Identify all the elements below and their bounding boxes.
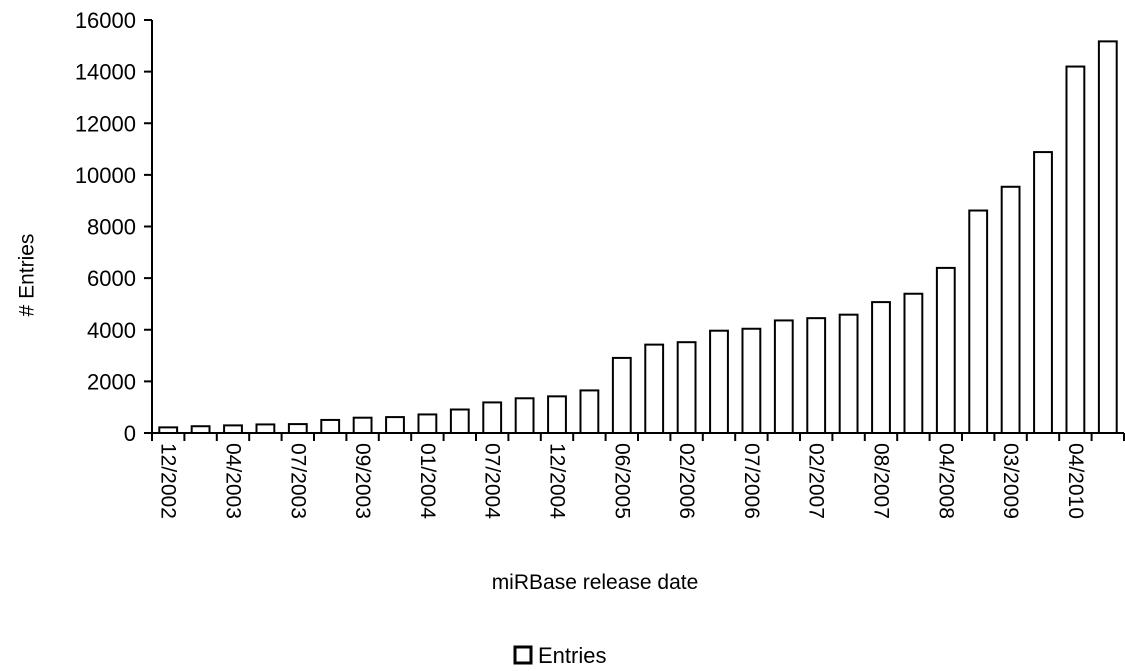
bar <box>190 425 211 434</box>
bar <box>676 341 697 434</box>
bar <box>644 343 665 435</box>
bar <box>287 423 308 435</box>
bar <box>223 424 243 435</box>
x-tick-label: 04/2010 <box>1064 443 1087 519</box>
y-tick-label: 0 <box>124 421 136 446</box>
x-tick-label: 02/2007 <box>805 443 828 519</box>
bar <box>1033 151 1053 435</box>
x-tick-label: 02/2006 <box>675 443 698 519</box>
x-tick-label: 03/2009 <box>999 443 1022 519</box>
bars-group <box>158 40 1118 435</box>
y-tick-label: 4000 <box>87 318 136 343</box>
bar <box>1000 185 1021 434</box>
bar <box>806 317 827 434</box>
x-tick-label: 04/2008 <box>934 443 957 519</box>
x-tick-label: 04/2003 <box>222 443 245 519</box>
bar <box>255 423 276 434</box>
x-axis-ticks: 12/2002 04/2003 07/2003 09/2003 01/2004 07/20… <box>151 433 1125 519</box>
bar <box>352 416 373 434</box>
y-axis-ticks: 0 2000 4000 6000 8000 10000 12000 14000 16000 <box>75 8 152 446</box>
bar <box>838 313 859 435</box>
bar <box>773 319 794 435</box>
legend: Entries <box>513 643 606 668</box>
x-tick-label: 06/2005 <box>610 443 633 519</box>
bar <box>968 209 989 434</box>
x-tick-label: 01/2004 <box>416 443 439 519</box>
bar <box>417 413 438 435</box>
y-tick-label: 16000 <box>75 8 136 33</box>
bar <box>709 329 729 434</box>
bar <box>1065 65 1086 434</box>
y-axis-title: # Entries <box>16 234 39 317</box>
x-tick-label: 07/2006 <box>740 443 763 519</box>
bar <box>482 401 503 435</box>
bar <box>547 395 567 435</box>
x-tick-label: 07/2004 <box>481 443 504 519</box>
x-tick-label: 12/2002 <box>157 443 180 519</box>
y-tick-label: 10000 <box>75 163 136 188</box>
x-tick-label: 12/2004 <box>546 443 569 519</box>
legend-swatch <box>513 645 533 665</box>
bar <box>514 397 535 435</box>
y-tick-label: 6000 <box>87 266 136 291</box>
y-tick-label: 2000 <box>87 369 136 394</box>
bar <box>449 408 470 434</box>
bar <box>579 389 600 434</box>
y-tick-label: 14000 <box>75 60 136 85</box>
x-tick-label: 07/2003 <box>286 443 309 519</box>
x-axis-title: miRBase release date <box>492 571 699 594</box>
bar <box>935 266 956 435</box>
bar <box>741 327 762 435</box>
bar <box>871 301 891 434</box>
x-tick-label: 08/2007 <box>870 443 893 519</box>
x-tick-label: 09/2003 <box>351 443 374 519</box>
y-tick-label: 12000 <box>75 111 136 136</box>
bar <box>1097 40 1118 435</box>
y-tick-label: 8000 <box>87 215 136 240</box>
bar <box>611 356 632 434</box>
bar <box>385 416 405 434</box>
bar <box>903 292 924 435</box>
bar <box>320 418 341 434</box>
legend-label: Entries <box>538 643 606 668</box>
